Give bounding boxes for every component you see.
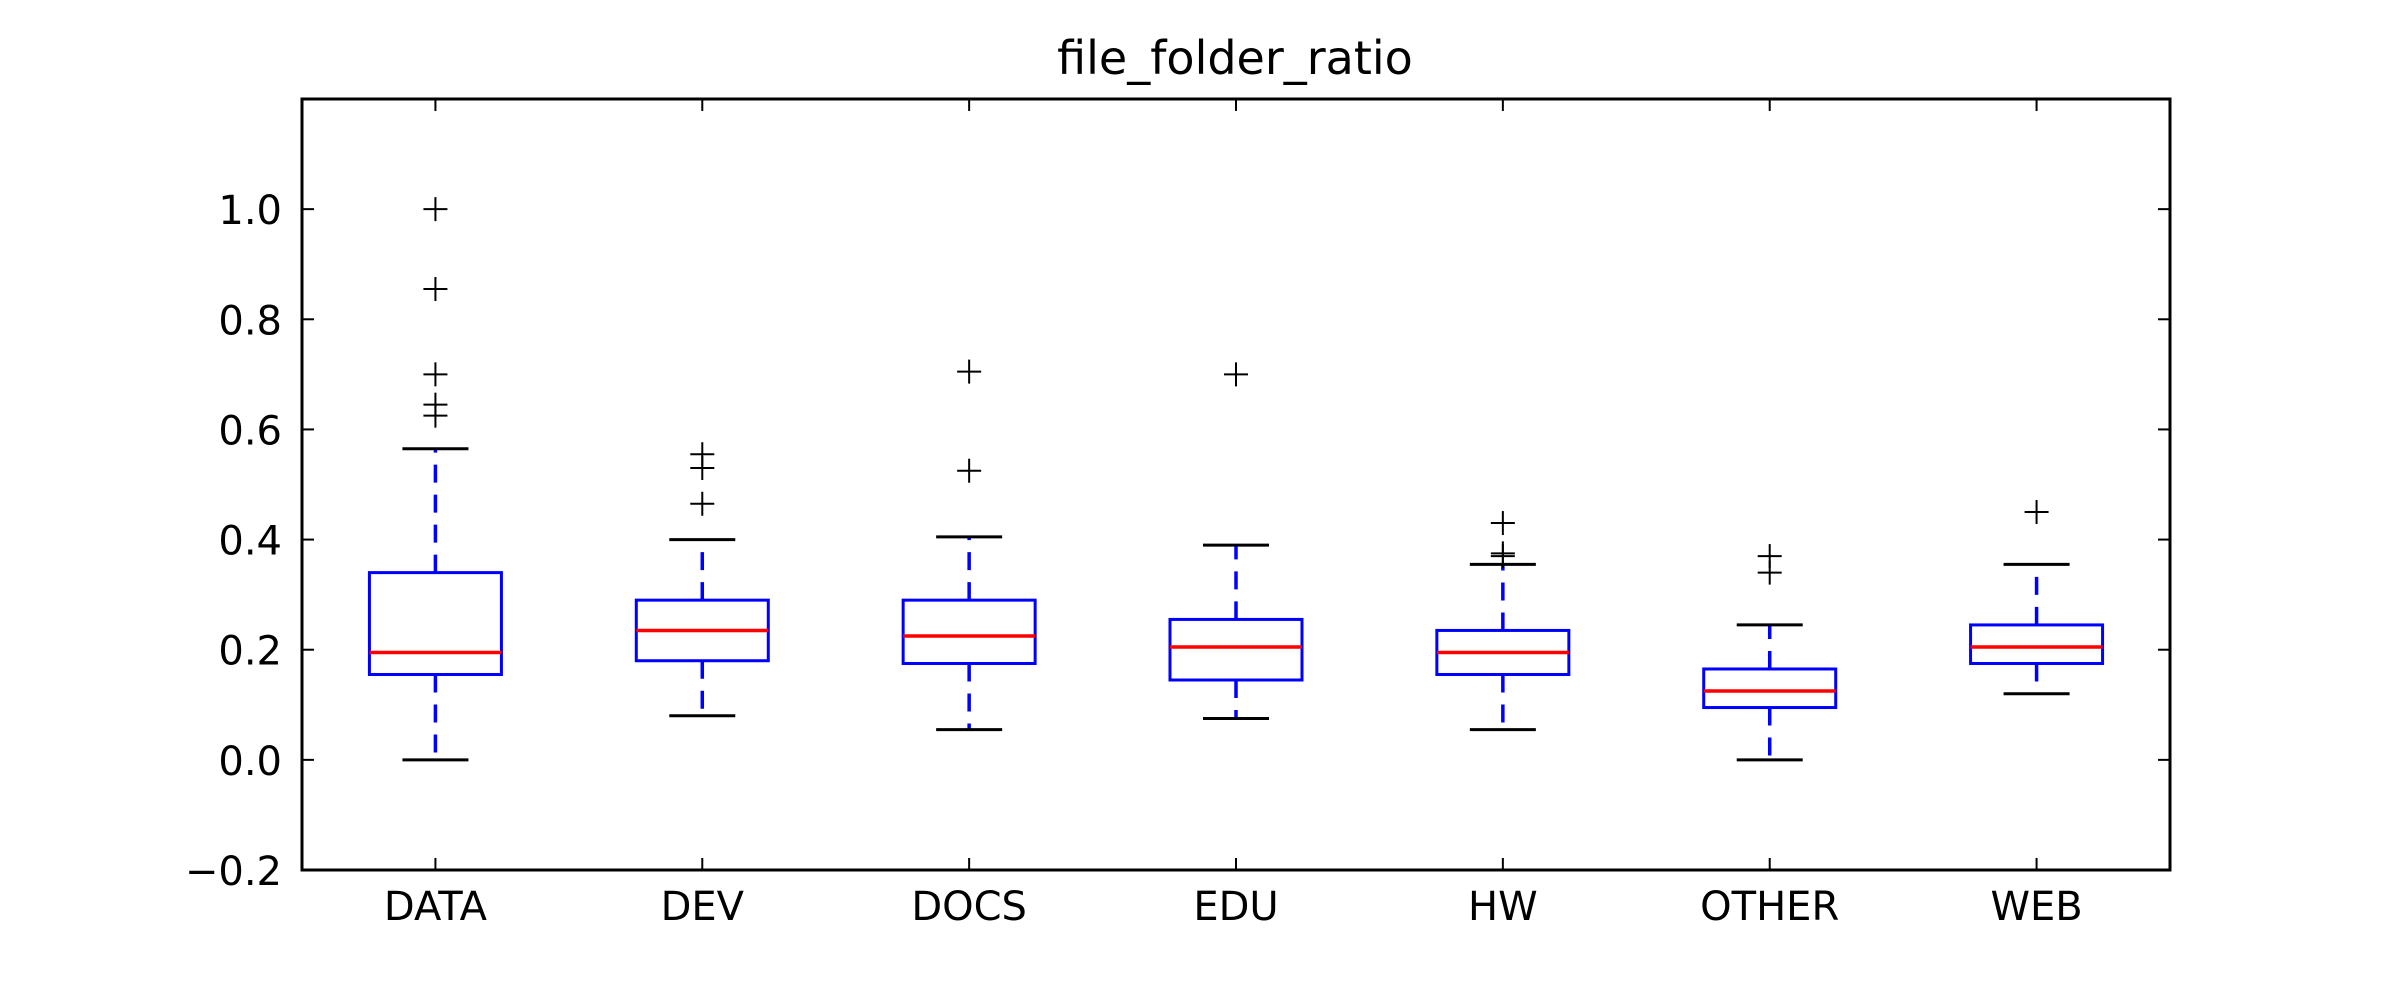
y-tick-label: 0.8 (218, 298, 282, 344)
plot-area (367, 197, 2105, 762)
x-tick-label: DEV (661, 884, 745, 930)
x-tick-label: EDU (1193, 884, 1278, 930)
iqr-box (901, 598, 1037, 665)
outlier-point (690, 491, 715, 516)
outlier-point (423, 392, 448, 417)
outlier-point (423, 197, 448, 222)
iqr-box (1702, 667, 1838, 710)
y-tick-label: 1.0 (218, 188, 282, 234)
axes: −0.2 0.0 0.2 0.4 0.6 0.8 1.0 DATA DEV DOCS EDU HW OT… (185, 99, 2170, 930)
outlier-point (1757, 544, 1782, 569)
box-group (1168, 362, 1304, 721)
outlier-point (1490, 541, 1515, 566)
outlier-point (1490, 511, 1515, 536)
box-group (1702, 544, 1838, 762)
box-group (1969, 500, 2105, 696)
x-tick-label: OTHER (1700, 884, 1839, 930)
outlier-point (1224, 362, 1248, 387)
x-tick-label: DOCS (911, 884, 1027, 930)
iqr-box (1168, 617, 1304, 682)
box-group (634, 442, 770, 718)
outlier-point (957, 458, 982, 483)
iqr-box (1969, 623, 2105, 665)
y-tick-label: 0.6 (218, 408, 282, 454)
outlier-point (423, 362, 448, 387)
y-tick-label: 0.2 (218, 629, 282, 675)
chart-title: file_folder_ratio (1057, 31, 1413, 85)
outlier-point (957, 359, 982, 384)
outlier-point (690, 442, 715, 467)
x-tick-label: DATA (384, 884, 488, 930)
y-tick-label: 0.0 (218, 739, 282, 785)
x-tick-label: WEB (1990, 884, 2082, 930)
box-group (367, 197, 503, 762)
iqr-box (367, 571, 503, 676)
outlier-point (2024, 500, 2049, 525)
y-tick-label: −0.2 (185, 849, 282, 895)
box-group (1435, 511, 1571, 732)
plot-frame (300, 97, 2172, 872)
y-tick-label: 0.4 (218, 519, 282, 565)
outlier-point (423, 276, 448, 301)
x-tick-label: HW (1468, 884, 1538, 930)
box-group (901, 359, 1037, 732)
